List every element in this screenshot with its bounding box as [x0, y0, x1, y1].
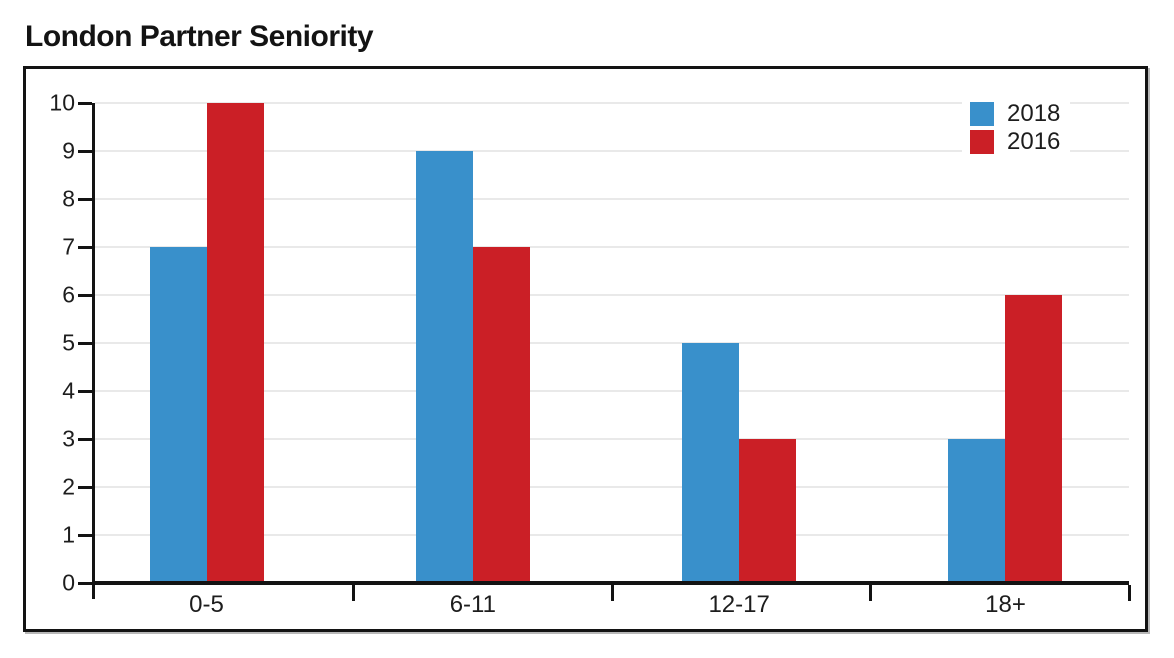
gridline-y-6: [95, 294, 1129, 296]
gridline-y-4: [95, 390, 1129, 392]
y-tick-label-0: 0: [62, 569, 75, 596]
y-tick-5: [78, 341, 92, 345]
gridline-y-2: [95, 486, 1129, 488]
x-tick-1: [352, 585, 355, 601]
x-tick-4: [1127, 585, 1131, 601]
bar-2018-18+: [948, 439, 1006, 583]
y-tick-0: [78, 581, 92, 585]
y-tick-10: [78, 101, 92, 105]
gridline-y-9: [95, 150, 1129, 152]
gridline-y-5: [95, 342, 1129, 344]
gridline-y-1: [95, 534, 1129, 536]
y-tick-label-8: 8: [62, 185, 75, 212]
y-tick-label-10: 10: [49, 89, 75, 116]
bar-2018-0-5: [149, 247, 207, 583]
y-tick-label-2: 2: [62, 473, 75, 500]
y-tick-label-7: 7: [62, 233, 75, 260]
x-axis-line: [92, 581, 1129, 585]
x-category-label-18+: 18+: [985, 591, 1026, 618]
y-tick-label-9: 9: [62, 137, 75, 164]
bar-2018-12-17: [682, 343, 740, 583]
x-category-label-12-17: 12-17: [708, 591, 770, 618]
y-axis-line: [92, 103, 95, 599]
y-tick-label-1: 1: [62, 521, 75, 548]
gridline-y-3: [95, 438, 1129, 440]
y-tick-7: [78, 245, 92, 249]
y-tick-4: [78, 389, 92, 393]
x-category-label-0-5: 0-5: [189, 591, 224, 618]
chart-frame: 0 1 2 3 4 5 6 7 8 9 10 0-5 6-11 12-17 18+ 2018 2016: [23, 66, 1148, 632]
bar-2016-6-11: [472, 247, 530, 583]
y-tick-1: [78, 533, 92, 537]
legend-label-2016: 2016: [1007, 128, 1061, 155]
y-tick-label-5: 5: [62, 329, 75, 356]
x-category-label-6-11: 6-11: [449, 591, 496, 618]
x-tick-2: [610, 585, 614, 601]
gridline-y-10: [95, 102, 1129, 104]
y-tick-6: [78, 293, 92, 297]
legend-label-2018: 2018: [1007, 100, 1061, 127]
y-tick-2: [78, 485, 92, 489]
y-tick-label-4: 4: [62, 377, 75, 404]
legend-item-2016: 2016: [970, 130, 1060, 154]
legend-item-2018: 2018: [970, 102, 1060, 126]
legend: 2018 2016: [962, 94, 1071, 160]
chart-title: London Partner Seniority: [25, 20, 374, 53]
y-tick-8: [78, 197, 92, 201]
gridline-y-7: [95, 246, 1129, 248]
gridline-y-8: [95, 198, 1129, 200]
bar-2016-0-5: [206, 103, 264, 583]
y-tick-label-3: 3: [62, 425, 75, 452]
y-tick-9: [78, 149, 92, 153]
plot-area: 0 1 2 3 4 5 6 7 8 9 10 0-5 6-11 12-17 18+: [49, 91, 1131, 617]
bar-2016-12-17: [739, 439, 797, 583]
legend-swatch-2016: [970, 130, 994, 154]
legend-swatch-2018: [970, 102, 994, 126]
y-tick-3: [78, 437, 92, 441]
bar-2016-18+: [1005, 295, 1063, 583]
x-tick-3: [869, 585, 872, 601]
y-tick-label-6: 6: [62, 281, 75, 308]
bar-2018-6-11: [415, 151, 473, 583]
